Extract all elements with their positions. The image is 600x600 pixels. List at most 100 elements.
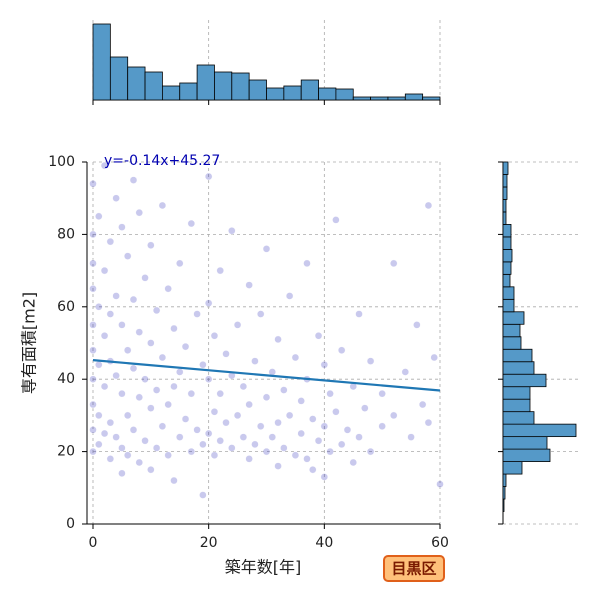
histogram-bar <box>502 323 521 338</box>
scatter-point <box>106 237 115 246</box>
scatter-point <box>106 455 115 463</box>
badge: 目黒区 <box>391 560 436 578</box>
histogram-bar <box>502 273 511 288</box>
histogram-bar <box>502 311 525 325</box>
scatter-point <box>89 321 97 329</box>
scatter-point <box>152 444 161 452</box>
scatter-point <box>199 491 207 499</box>
histogram-bar <box>502 473 507 487</box>
scatter-point <box>280 444 288 452</box>
scatter-point <box>332 408 340 416</box>
scatter-point <box>280 386 288 394</box>
scatter-point <box>314 332 323 340</box>
scatter-point <box>210 332 219 340</box>
scatter-point <box>176 368 184 376</box>
histogram-bar <box>196 64 215 101</box>
scatter-point <box>222 350 230 358</box>
scatter-point <box>262 393 271 401</box>
badge-box <box>383 555 445 582</box>
scatter-point <box>118 223 126 231</box>
scatter-point <box>337 440 346 449</box>
scatter-point <box>204 429 213 438</box>
scatter-point <box>112 292 120 300</box>
histogram-bar <box>422 96 441 101</box>
scatter-point <box>326 447 334 456</box>
scatter-point <box>89 346 97 354</box>
scatter-point <box>170 476 178 485</box>
scatter-point <box>413 321 421 329</box>
scatter-point <box>158 353 167 362</box>
scatter-point <box>89 180 97 188</box>
scatter-point <box>204 172 213 181</box>
scatter-point <box>326 389 334 398</box>
histogram-bar <box>502 398 531 413</box>
histogram-bar <box>502 436 548 450</box>
scatter-point <box>176 433 184 441</box>
scatter-point <box>274 335 282 344</box>
scatter-point <box>355 310 363 318</box>
histogram-bar <box>387 96 406 101</box>
scatter-point <box>89 285 97 293</box>
scatter-point <box>164 285 172 293</box>
scatter-point <box>320 422 329 430</box>
scatter-point <box>112 194 120 202</box>
histogram-bar <box>502 411 535 425</box>
histogram-bar <box>127 66 146 101</box>
histogram-bar <box>502 461 523 475</box>
scatter-point <box>89 426 97 434</box>
scatter-point <box>262 245 271 253</box>
histogram-bar <box>109 56 129 101</box>
scatter-point <box>378 389 386 398</box>
scatter-point <box>100 266 109 275</box>
histogram-bar <box>502 224 512 238</box>
scatter-point <box>204 299 213 307</box>
scatter-point <box>228 444 236 452</box>
scatter-point <box>436 480 444 488</box>
scatter-point <box>152 306 161 315</box>
scatter-point <box>193 426 201 434</box>
histogram-bar <box>502 174 508 188</box>
scatter-point <box>118 469 126 478</box>
scatter-point <box>297 429 305 438</box>
scatter-point <box>118 444 126 452</box>
histogram-bar <box>231 72 250 101</box>
scatter-point <box>123 451 132 459</box>
histogram-bar <box>352 96 372 101</box>
scatter-point <box>112 433 120 441</box>
histogram-bar <box>502 261 512 275</box>
regression-line <box>92 359 441 392</box>
scatter-point <box>152 386 161 394</box>
scatter-point <box>118 389 126 398</box>
scatter-point <box>129 426 138 434</box>
scatter-point <box>291 353 300 362</box>
scatter-point <box>291 451 300 459</box>
scatter-point <box>297 397 305 405</box>
scatter-point <box>95 361 103 369</box>
scatter-point <box>268 433 276 441</box>
regression-annotation: y=-0.14x+45.27 <box>104 153 220 169</box>
scatter-point <box>123 411 132 420</box>
histogram-bar <box>404 93 424 101</box>
x-axis-label: 築年数[年] <box>225 558 302 577</box>
scatter-point <box>430 353 438 362</box>
scatter-point <box>424 418 433 427</box>
scatter-point <box>89 447 97 456</box>
x-tick-label: 0 <box>89 535 98 551</box>
histogram-bar <box>502 336 522 350</box>
scatter-point <box>309 466 317 474</box>
scatter-point <box>233 321 242 329</box>
histogram-bar <box>502 298 515 313</box>
scatter-point <box>216 389 224 398</box>
scatter-point <box>303 259 311 268</box>
scatter-point <box>390 411 398 420</box>
scatter-point <box>106 310 115 318</box>
histogram-bar <box>502 348 533 363</box>
scatter-point <box>245 281 253 289</box>
histogram-bar <box>502 248 513 263</box>
scatter-point <box>141 437 149 445</box>
scatter-point <box>251 440 259 449</box>
scatter-point <box>366 357 375 365</box>
histogram-bar <box>502 486 506 500</box>
scatter-point <box>407 433 415 441</box>
scatter-point <box>118 321 126 329</box>
